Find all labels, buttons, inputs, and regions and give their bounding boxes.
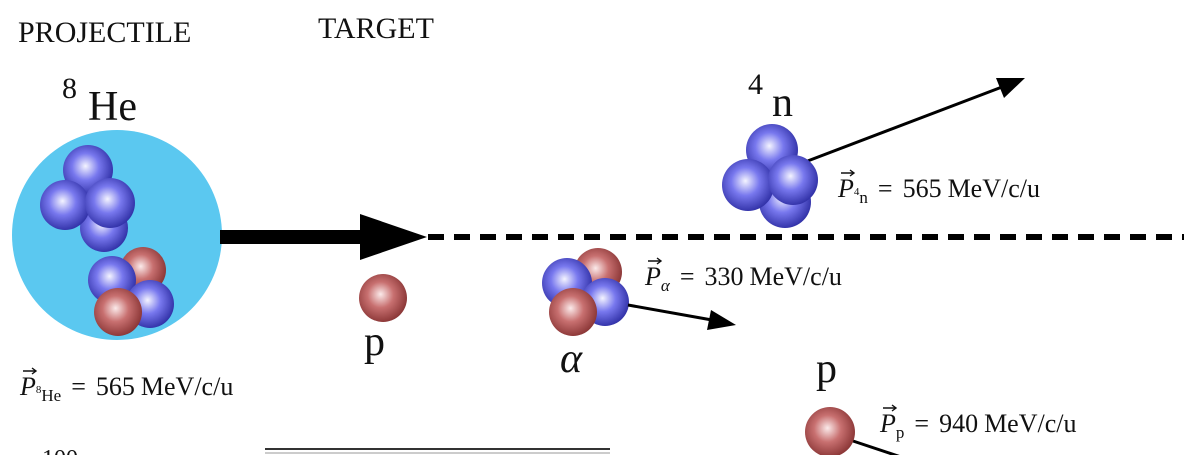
sub-symbol: p (896, 423, 905, 442)
target-proton (359, 274, 407, 322)
particle-symbol: p (816, 346, 837, 392)
unit: MeV/c/u (750, 262, 842, 291)
particle-symbol: He (88, 84, 137, 130)
particle-symbol: p (364, 319, 385, 365)
unit: MeV/c/u (141, 372, 233, 401)
unit: MeV/c/u (948, 174, 1040, 203)
particle-symbol: n (772, 80, 793, 126)
value: 940 (939, 409, 978, 438)
inset-frame (265, 449, 610, 453)
tetraneutron-cluster (722, 78, 1025, 228)
momentum-symbol: P (837, 174, 854, 203)
value: 330 (705, 262, 744, 291)
momentum-symbol: P (879, 409, 896, 438)
value: 565 (903, 174, 942, 203)
sub-symbol: n (859, 188, 868, 207)
axis-fragment: 100 (42, 446, 78, 455)
momentum-symbol: P (644, 262, 661, 291)
mass-number: 4 (748, 68, 763, 101)
beam-arrow (220, 214, 427, 260)
target-label: TARGET (318, 12, 434, 45)
unit: MeV/c/u (984, 409, 1076, 438)
diagram: PROJECTILE TARGET 1 (0, 0, 1184, 455)
equals: = (914, 409, 929, 438)
equals: = (878, 174, 893, 203)
projectile-label: PROJECTILE (18, 16, 191, 49)
sub-symbol: α (661, 276, 671, 295)
mass-number: 8 (62, 72, 77, 105)
particle-symbol: α (560, 336, 583, 382)
value: 565 (96, 372, 135, 401)
equals: = (680, 262, 695, 291)
equals: = (71, 372, 86, 401)
momentum-symbol: P (19, 372, 36, 401)
sub-symbol: He (41, 386, 61, 405)
